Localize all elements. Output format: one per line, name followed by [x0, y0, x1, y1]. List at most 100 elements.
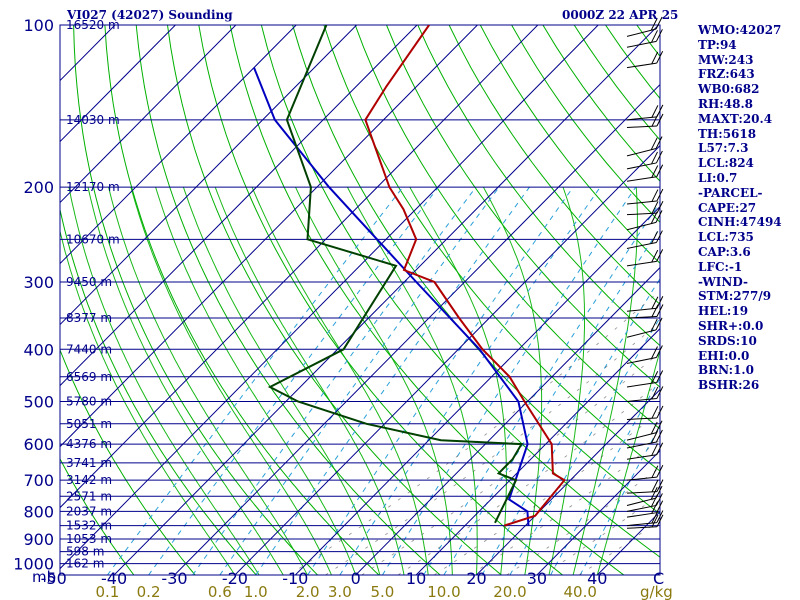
wind-barb-feather — [651, 479, 659, 493]
wind-barb-feather — [650, 18, 658, 31]
height-label: 9450 m — [66, 275, 112, 289]
valid-time: 0000Z 22 APR 25 — [562, 8, 679, 22]
wind-barb-feather — [656, 296, 664, 309]
stat-line: HEL:19 — [698, 304, 749, 319]
isotherm-line — [60, 25, 599, 570]
moist-adiabat-line — [346, 186, 478, 575]
isotherm-line — [60, 25, 297, 265]
temperature-tick-label: -30 — [161, 569, 187, 588]
sounding-profiles — [253, 25, 566, 527]
moist-adiabat-line — [548, 186, 585, 575]
pressure-label: 100 — [23, 16, 54, 35]
moist-adiabat-line — [409, 186, 507, 575]
height-label: 162 m — [66, 557, 104, 571]
isotherm-line — [113, 25, 659, 575]
plot-frame — [59, 24, 661, 576]
mixing-ratio-tick-label: 0.6 — [208, 583, 232, 600]
mixing-ratio-tick-label: 5.0 — [370, 583, 394, 600]
wind-barb-feather — [651, 430, 658, 444]
height-label: 14030 m — [66, 113, 120, 127]
wind-barb-feather — [650, 211, 658, 224]
mixing-ratio-line — [307, 186, 574, 575]
mixing-ratio-line — [381, 186, 637, 575]
dewpoint-trace — [267, 25, 524, 524]
stat-line: EHI:0.0 — [698, 348, 750, 363]
wind-barb-feather — [656, 514, 664, 528]
mixing-ratio-line — [192, 186, 477, 575]
wind-barb-feather — [655, 317, 663, 331]
wind-barb — [626, 136, 663, 157]
wind-barb-feather — [650, 137, 658, 150]
stat-line: CAP:3.6 — [698, 244, 751, 259]
wind-barb — [626, 50, 664, 69]
mixing-ratio-tick-label: 10.0 — [427, 583, 460, 600]
wind-barb-feather — [651, 386, 659, 400]
wind-barb — [626, 296, 664, 312]
dry-adiabat-line — [60, 348, 196, 575]
height-label: 598 m — [66, 545, 104, 559]
height-label: 7440 m — [66, 342, 112, 356]
wind-barb — [626, 16, 663, 37]
isotherm-line — [60, 25, 539, 509]
wind-barb-feather — [656, 386, 664, 399]
height-label: 12170 m — [66, 180, 120, 194]
wind-barb-feather — [651, 510, 659, 524]
axis-labels: 16520 m 14030 m 12170 m 10670 m 9450 m 8377 m… — [13, 16, 673, 600]
wind-barb — [626, 405, 664, 420]
wind-barb — [626, 442, 664, 460]
wind-barb-staff — [626, 307, 657, 312]
moist-adiabat-line — [251, 186, 429, 575]
moist-adiabat-line — [108, 186, 308, 575]
wind-barb-feather — [651, 514, 659, 528]
dry-adiabat-line — [292, 25, 660, 515]
stat-line: LFC:-1 — [698, 259, 743, 274]
mixing-ratio-tick-label: 3.0 — [328, 583, 352, 600]
wind-barb — [626, 230, 663, 249]
station-title: VI027 (42027) Sounding — [67, 8, 233, 22]
pressure-label: 700 — [23, 471, 54, 490]
moist-adiabat-line — [214, 186, 405, 575]
wind-barb-feather — [656, 304, 664, 317]
wind-barb-staff — [626, 512, 657, 518]
moist-adiabat-line — [60, 229, 236, 575]
moist-adiabat-line — [68, 186, 260, 575]
isotherm-line — [60, 25, 357, 326]
moist-adiabat-line — [596, 348, 660, 575]
wind-barb — [626, 429, 663, 449]
stat-line: TH:5618 — [698, 126, 757, 141]
wind-barb-feather — [656, 249, 664, 262]
wind-barb — [626, 113, 664, 129]
wind-barb-feather — [655, 29, 663, 42]
stat-line: LCL:735 — [698, 230, 754, 245]
dry-adiabat-line — [386, 25, 660, 388]
wind-barb-feather — [651, 501, 659, 514]
dashed-guide-line — [397, 381, 660, 575]
wind-barb-feather — [651, 165, 659, 178]
wind-barb-feather — [655, 150, 663, 164]
wind-barb-feather — [656, 113, 664, 127]
wind-barb-feather — [651, 105, 659, 118]
wind-barb-feather — [656, 50, 664, 64]
wind-barb — [626, 386, 664, 402]
dashed-guide-line — [361, 351, 660, 575]
wind-barb-feather — [656, 510, 664, 523]
pressure-label: 800 — [23, 502, 54, 521]
dashed-guide-line — [470, 439, 660, 575]
wind-barb-feather — [655, 493, 663, 506]
wind-barb-feather — [651, 189, 659, 202]
moist-adiabat-line — [87, 186, 284, 575]
wind-barb-feather — [656, 442, 664, 455]
isotherm-line — [536, 449, 660, 575]
stat-line: LCL:824 — [698, 156, 754, 171]
x-axis-label: C — [653, 569, 664, 588]
height-label: 4376 m — [66, 437, 112, 451]
isotherm-line — [234, 144, 660, 575]
stat-line: SHR+:0.0 — [698, 318, 764, 333]
mixing-ratio-line — [255, 186, 530, 575]
dry-adiabat-line — [167, 25, 502, 575]
mixing-ratio-line — [423, 201, 660, 575]
wind-barb-feather — [655, 429, 663, 443]
stat-line: CAPE:27 — [698, 200, 757, 215]
stat-line: RH:48.8 — [698, 96, 753, 111]
isotherm-line — [60, 25, 176, 143]
